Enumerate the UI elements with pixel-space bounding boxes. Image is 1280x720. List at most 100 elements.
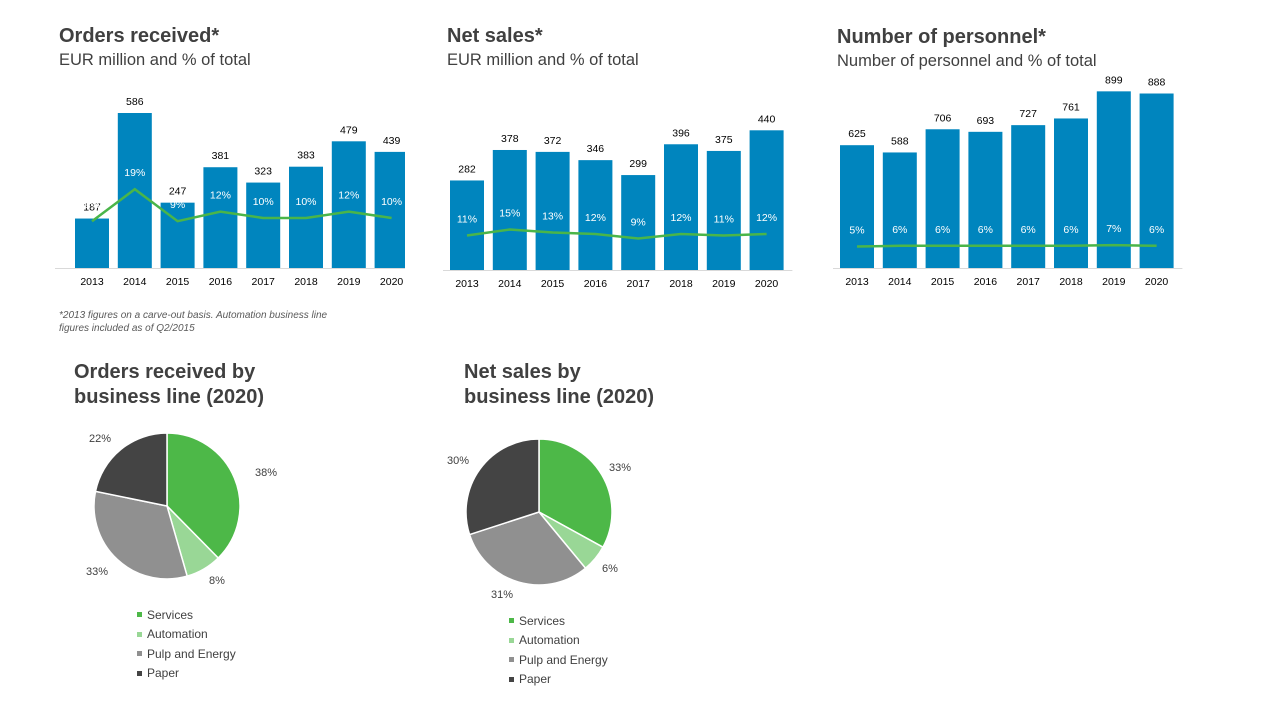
- legend-item-services: Services: [509, 611, 608, 631]
- legend-swatch: [509, 618, 514, 624]
- legend-item-services: Services: [137, 605, 236, 625]
- orders-slice-label-paper: 22%: [89, 433, 111, 445]
- legend-label: Pulp and Energy: [519, 652, 608, 667]
- orders-category-label: 2018: [294, 276, 318, 288]
- net-sales-slice-label-automation: 6%: [602, 563, 618, 575]
- personnel-share-label: 7%: [1106, 223, 1121, 235]
- legend-item-automation: Automation: [137, 625, 236, 645]
- legend-swatch: [137, 670, 142, 676]
- personnel-category-label: 2020: [1145, 276, 1169, 288]
- personnel-share-label: 6%: [1149, 224, 1164, 236]
- personnel-share-label: 5%: [849, 225, 864, 237]
- net-sales-category-label: 2019: [712, 278, 736, 290]
- orders-value-label: 323: [254, 166, 272, 178]
- orders-category-label: 2017: [252, 276, 276, 288]
- legend-swatch: [137, 612, 142, 618]
- orders-slice-pulp-energy: [93, 490, 189, 580]
- orders-bar-2016: [203, 167, 238, 268]
- orders-slice-paper: [94, 432, 168, 507]
- legend-swatch: [137, 631, 142, 637]
- net-sales-bar-2015: [535, 151, 570, 270]
- net-sales-category-label: 2018: [669, 278, 693, 290]
- legend-swatch: [509, 657, 514, 663]
- net-sales-slice-label-paper: 30%: [447, 455, 469, 467]
- orders-pie-title-line2: business line (2020): [74, 386, 265, 408]
- net-sales-chart-title: Net sales*: [447, 25, 543, 47]
- net-sales-value-label: 372: [544, 135, 562, 147]
- personnel-bar-2016: [968, 131, 1003, 268]
- orders-share-label: 10%: [253, 196, 274, 208]
- net-sales-bar-2014: [492, 149, 527, 270]
- net-sales-value-label: 299: [629, 158, 647, 170]
- personnel-value-label: 761: [1062, 101, 1080, 113]
- net-sales-category-label: 2015: [541, 278, 565, 290]
- personnel-value-label: 899: [1105, 75, 1123, 86]
- net-sales-slice-pulp-energy: [468, 511, 587, 586]
- orders-category-label: 2016: [209, 276, 233, 288]
- personnel-bar-2020: [1139, 93, 1174, 268]
- orders-share-label: 10%: [381, 196, 402, 208]
- net-sales-slice-label-pulp-energy: 31%: [491, 589, 513, 601]
- orders-bar-2013: [75, 218, 109, 268]
- legend-swatch: [509, 637, 514, 643]
- net-sales-pie-title-line2: business line (2020): [464, 386, 655, 408]
- personnel-bar-chart: 625 2013 588 2014 706 2015 693 2016 727 2017 761 20…: [833, 75, 1183, 288]
- orders-chart-subtitle: EUR million and % of total: [59, 51, 251, 69]
- personnel-value-label: 588: [891, 135, 909, 147]
- net-sales-bar-2016: [578, 160, 613, 270]
- personnel-value-label: 888: [1148, 77, 1166, 89]
- orders-value-label: 479: [340, 124, 358, 136]
- legend-label: Automation: [519, 633, 580, 648]
- net-sales-share-label: 15%: [499, 208, 520, 220]
- legend-label: Pulp and Energy: [147, 646, 236, 661]
- legend-item-pulp-energy: Pulp and Energy: [509, 650, 608, 670]
- personnel-share-label: 6%: [1021, 224, 1036, 236]
- net-sales-share-label: 9%: [631, 217, 646, 229]
- orders-share-label: 9%: [84, 199, 99, 211]
- legend-label: Services: [519, 613, 566, 628]
- net-sales-bar-2018: [664, 144, 698, 270]
- personnel-value-label: 693: [977, 115, 995, 127]
- legend-item-automation: Automation: [509, 631, 608, 651]
- net-sales-share-label: 12%: [670, 212, 691, 224]
- legend-label: Paper: [519, 672, 552, 687]
- orders-share-label: 9%: [170, 199, 185, 211]
- net-sales-pie-title-line1: Net sales by: [464, 361, 581, 383]
- orders-pie-title-line1: Orders received by: [74, 361, 256, 383]
- net-sales-pie-chart: 33% 6% 31% 30%: [447, 438, 631, 601]
- orders-share-label: 12%: [210, 190, 231, 202]
- net-sales-share-label: 11%: [714, 214, 734, 226]
- net-sales-category-label: 2013: [455, 278, 479, 290]
- orders-slice-label-automation: 8%: [209, 575, 225, 587]
- orders-category-label: 2015: [166, 276, 190, 288]
- personnel-value-label: 706: [934, 112, 952, 124]
- net-sales-pie-title: Net sales by business line (2020): [464, 360, 654, 410]
- personnel-value-label: 727: [1019, 108, 1037, 120]
- personnel-category-label: 2014: [888, 276, 912, 288]
- orders-value-label: 381: [212, 150, 230, 162]
- net-sales-share-label: 11%: [457, 214, 477, 226]
- net-sales-slice-services: [538, 438, 613, 549]
- personnel-bar-2017: [1011, 125, 1046, 268]
- net-sales-bar-2019: [706, 150, 741, 270]
- personnel-share-label: 6%: [978, 224, 993, 236]
- net-sales-slice-label-services: 33%: [609, 462, 631, 474]
- net-sales-value-label: 282: [458, 163, 476, 175]
- orders-category-label: 2014: [123, 276, 147, 288]
- legend-label: Automation: [147, 627, 208, 642]
- net-sales-share-line: [466, 228, 767, 240]
- orders-pie-title: Orders received by business line (2020): [74, 360, 264, 410]
- personnel-share-label: 6%: [1063, 224, 1078, 236]
- orders-value-label: 247: [169, 186, 187, 198]
- legend-item-paper: Paper: [509, 670, 608, 690]
- orders-slice-label-pulp-energy: 33%: [86, 566, 108, 578]
- legend-item-paper: Paper: [137, 664, 236, 684]
- net-sales-bar-chart: 282 2013 378 2014 372 2015 346 2016 299 2017 396 20…: [443, 113, 793, 290]
- orders-share-label: 10%: [295, 196, 316, 208]
- net-sales-value-label: 375: [715, 134, 733, 146]
- personnel-share-label: 6%: [935, 224, 950, 236]
- orders-bar-2017: [246, 182, 281, 268]
- orders-category-label: 2019: [337, 276, 361, 288]
- legend-label: Services: [147, 607, 194, 622]
- legend-swatch: [137, 651, 142, 657]
